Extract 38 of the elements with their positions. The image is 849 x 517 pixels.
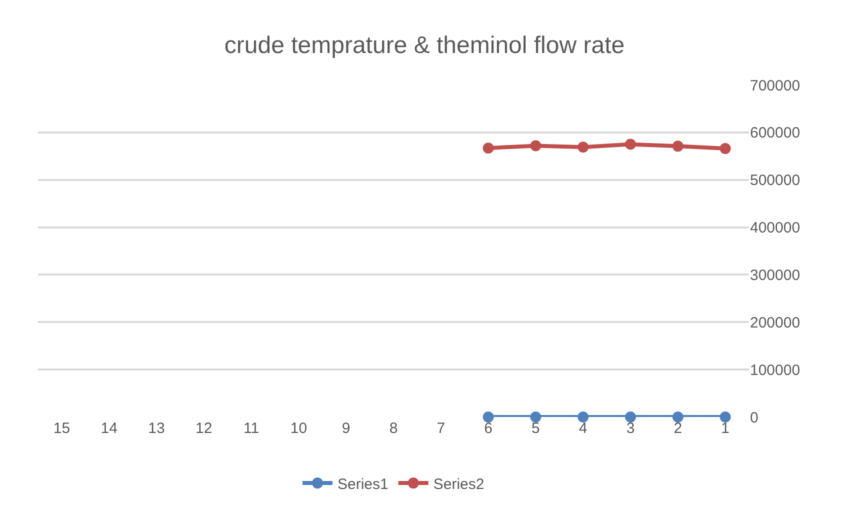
point (530, 140, 542, 152)
x-tick-label: 12 (196, 420, 212, 437)
legend-label: Series1 (338, 476, 388, 493)
x-tick-label: 10 (290, 420, 308, 437)
y-tick-label: 0 (750, 409, 758, 426)
x-tick-label: 2 (674, 420, 682, 437)
y-tick-label: 100000 (750, 362, 800, 379)
y-tick-label: 500000 (750, 172, 800, 190)
point (672, 412, 684, 422)
y-tick-label: 700000 (750, 77, 800, 94)
x-tick-label: 14 (100, 420, 118, 437)
point (530, 412, 542, 422)
point (482, 412, 494, 422)
chart-title: crude temprature & theminol flow rate (224, 32, 625, 59)
y-tick-label: 300000 (750, 266, 800, 284)
x-tick-label: 9 (342, 420, 350, 437)
legend-label: Series2 (433, 476, 484, 493)
x-tick-label: 1 (721, 420, 730, 437)
point (720, 412, 731, 422)
x-tick-label: 7 (436, 420, 446, 437)
x-tick-label: 11 (244, 420, 260, 437)
x-tick-label: 5 (532, 420, 540, 437)
x-tick-label: 6 (484, 420, 492, 437)
point (625, 412, 636, 422)
y-tick-label: 600000 (750, 124, 800, 142)
point (625, 138, 636, 150)
point (482, 142, 494, 154)
point (720, 143, 731, 154)
x-tick-label: 4 (578, 420, 588, 437)
y-tick-label: 200000 (750, 314, 800, 332)
y-tick-label: 400000 (750, 220, 800, 237)
x-tick-label: 15 (53, 420, 70, 437)
x-tick-label: 3 (626, 420, 635, 437)
point (578, 412, 589, 422)
point (672, 140, 684, 152)
x-tick-label: 13 (148, 420, 165, 437)
point (578, 142, 589, 153)
x-tick-label: 8 (389, 420, 398, 437)
